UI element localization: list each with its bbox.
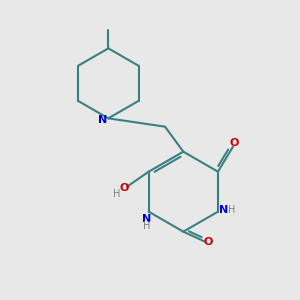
- Text: O: O: [119, 183, 128, 193]
- Text: N: N: [142, 214, 152, 224]
- Text: N: N: [219, 205, 229, 215]
- Text: N: N: [98, 115, 107, 125]
- Text: H: H: [143, 221, 151, 231]
- Text: O: O: [230, 138, 239, 148]
- Text: O: O: [204, 237, 213, 247]
- Text: H: H: [113, 189, 120, 199]
- Text: H: H: [228, 205, 236, 215]
